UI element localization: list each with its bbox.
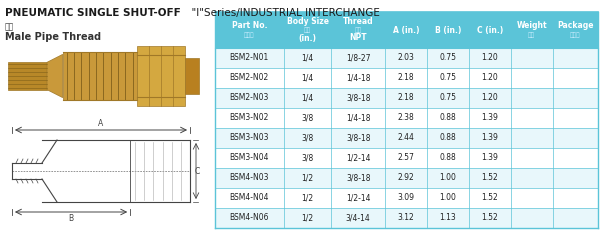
- Text: 0.88: 0.88: [439, 154, 456, 162]
- Text: 3/8: 3/8: [301, 133, 314, 143]
- Bar: [215, 108, 598, 128]
- Text: 3.09: 3.09: [397, 193, 415, 203]
- Text: 1.39: 1.39: [481, 154, 498, 162]
- Text: B: B: [68, 214, 74, 223]
- Text: 2.92: 2.92: [398, 174, 414, 182]
- Text: 0.75: 0.75: [439, 54, 457, 62]
- Text: (in.): (in.): [299, 34, 317, 42]
- Text: 订货号: 订货号: [244, 32, 254, 38]
- Bar: [215, 128, 598, 148]
- Bar: [137, 47, 185, 106]
- Text: PNEUMATIC SINGLE SHUT-OFF: PNEUMATIC SINGLE SHUT-OFF: [5, 8, 181, 18]
- Text: Weight: Weight: [517, 20, 547, 30]
- Text: 1.52: 1.52: [481, 174, 498, 182]
- Text: 2.38: 2.38: [398, 114, 414, 122]
- Bar: [185, 58, 199, 94]
- Bar: [62, 52, 137, 101]
- Text: 1.20: 1.20: [481, 54, 498, 62]
- Text: 1/4: 1/4: [301, 73, 314, 83]
- Text: BSM2-N02: BSM2-N02: [230, 73, 269, 83]
- Text: 1.13: 1.13: [439, 214, 456, 222]
- Text: A (in.): A (in.): [392, 25, 419, 35]
- Text: 1/4: 1/4: [301, 94, 314, 102]
- Text: BSM4-N06: BSM4-N06: [230, 214, 269, 222]
- Text: Thread: Thread: [343, 18, 374, 26]
- Text: BSM3-N04: BSM3-N04: [230, 154, 269, 162]
- Text: 2.44: 2.44: [397, 133, 415, 143]
- Text: Package: Package: [557, 20, 593, 30]
- Bar: [215, 208, 598, 228]
- Text: BSM3-N03: BSM3-N03: [230, 133, 269, 143]
- Text: BSM3-N02: BSM3-N02: [230, 114, 269, 122]
- Text: C: C: [195, 167, 200, 175]
- Text: Male Pipe Thread: Male Pipe Thread: [5, 32, 101, 42]
- Text: 2.18: 2.18: [398, 73, 414, 83]
- Text: 1/4-18: 1/4-18: [346, 73, 370, 83]
- Text: 1.20: 1.20: [481, 73, 498, 83]
- Bar: [215, 188, 598, 208]
- Text: 3/4-14: 3/4-14: [346, 214, 371, 222]
- Text: 0.75: 0.75: [439, 94, 457, 102]
- Bar: [215, 68, 598, 88]
- Text: NPT: NPT: [349, 34, 367, 42]
- Bar: [215, 148, 598, 168]
- Bar: [8, 62, 47, 90]
- Text: BSM4-N03: BSM4-N03: [230, 174, 269, 182]
- Text: Part No.: Part No.: [232, 20, 267, 30]
- Text: 2.57: 2.57: [397, 154, 415, 162]
- Bar: [215, 48, 598, 68]
- Text: 1.39: 1.39: [481, 114, 498, 122]
- Text: 1.00: 1.00: [439, 174, 456, 182]
- Text: 3/8-18: 3/8-18: [346, 174, 370, 182]
- Text: 1.00: 1.00: [439, 193, 456, 203]
- Text: A: A: [98, 119, 104, 128]
- Text: 3/8-18: 3/8-18: [346, 133, 370, 143]
- Text: 1.39: 1.39: [481, 133, 498, 143]
- Text: C (in.): C (in.): [476, 25, 503, 35]
- Polygon shape: [47, 54, 62, 98]
- Text: 1/2: 1/2: [301, 193, 314, 203]
- Text: 1/4: 1/4: [301, 54, 314, 62]
- Text: Body Size: Body Size: [287, 18, 329, 26]
- Text: 1/8-27: 1/8-27: [346, 54, 370, 62]
- Text: BSM4-N04: BSM4-N04: [230, 193, 269, 203]
- Text: 2.18: 2.18: [398, 94, 414, 102]
- Text: 1.20: 1.20: [481, 94, 498, 102]
- Bar: [215, 88, 598, 108]
- Text: B (in.): B (in.): [434, 25, 461, 35]
- Text: 0.75: 0.75: [439, 73, 457, 83]
- Text: 1/2-14: 1/2-14: [346, 193, 370, 203]
- Text: 3.12: 3.12: [398, 214, 414, 222]
- Text: 规格: 规格: [304, 27, 311, 33]
- Text: 3/8: 3/8: [301, 114, 314, 122]
- Text: 1.52: 1.52: [481, 214, 498, 222]
- Bar: [215, 12, 598, 48]
- Text: 盒装量: 盒装量: [570, 32, 581, 38]
- Text: 0.88: 0.88: [439, 133, 456, 143]
- Text: 3/8-18: 3/8-18: [346, 94, 370, 102]
- Text: 1/2: 1/2: [301, 214, 314, 222]
- Text: 母体: 母体: [5, 22, 14, 31]
- Text: 螺纹: 螺纹: [355, 27, 362, 33]
- Text: 1/4-18: 1/4-18: [346, 114, 370, 122]
- Text: 1.52: 1.52: [481, 193, 498, 203]
- Text: 2.03: 2.03: [397, 54, 415, 62]
- Text: 1/2: 1/2: [301, 174, 314, 182]
- Text: 0.88: 0.88: [439, 114, 456, 122]
- Bar: [215, 168, 598, 188]
- Text: 1/2-14: 1/2-14: [346, 154, 370, 162]
- Text: 3/8: 3/8: [301, 154, 314, 162]
- Text: BSM2-N03: BSM2-N03: [230, 94, 269, 102]
- Text: "I"Series/INDUSTRIAL INTERCHANGE: "I"Series/INDUSTRIAL INTERCHANGE: [185, 8, 380, 18]
- Text: BSM2-N01: BSM2-N01: [230, 54, 269, 62]
- Text: 重量: 重量: [528, 32, 535, 38]
